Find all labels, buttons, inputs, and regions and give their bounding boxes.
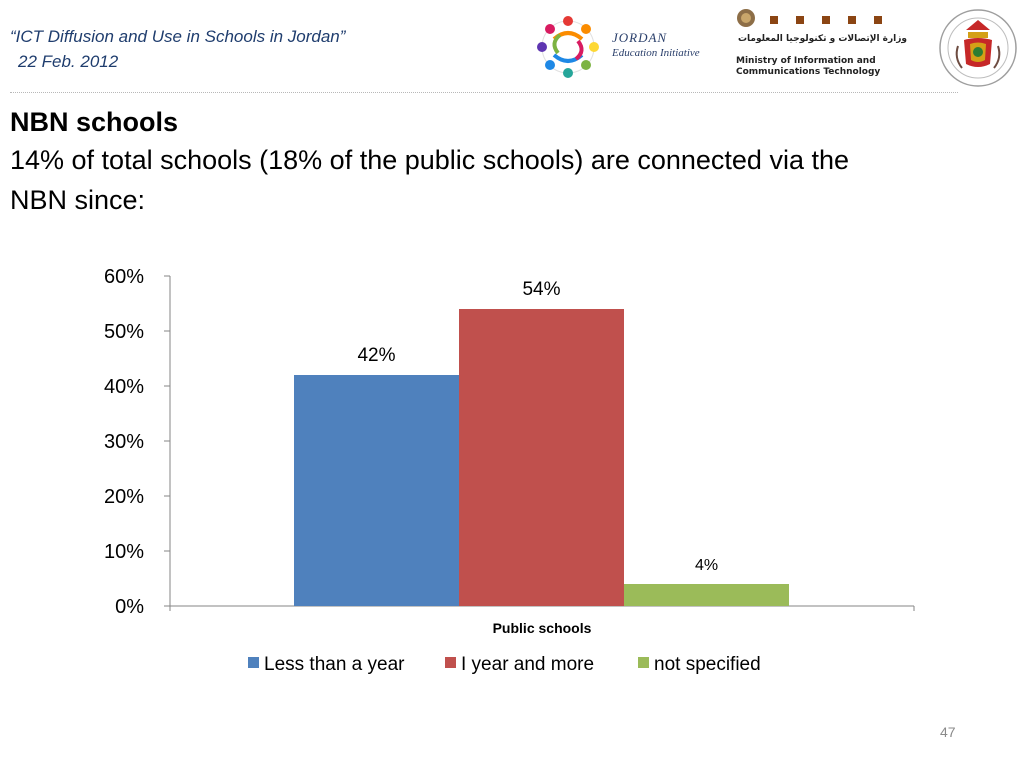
y-tick-label: 0% — [115, 596, 144, 618]
bar-not-specified — [624, 584, 789, 606]
legend-swatch — [638, 657, 649, 668]
slide-heading-block: NBN schools 14% of total schools (18% of… — [10, 104, 970, 220]
bar-less-than-a-year — [294, 375, 459, 606]
legend-swatch — [445, 657, 456, 668]
bar-i-year-and-more — [459, 309, 624, 606]
royal-seal-logo — [936, 6, 1020, 90]
presentation-title: “ICT Diffusion and Use in Schools in Jor… — [10, 24, 430, 74]
y-tick-label: 40% — [104, 376, 144, 398]
legend-label: I year and more — [461, 654, 594, 675]
y-tick-label: 10% — [104, 541, 144, 563]
y-tick-label: 30% — [104, 431, 144, 453]
jei-ring-icon — [537, 16, 599, 78]
legend-swatch — [248, 657, 259, 668]
jordan-education-initiative-logo: JORDAN Education Initiative — [528, 12, 718, 82]
ministry-logo: وزارة الإتصالات و تكنولوجيا المعلومات Mi… — [732, 8, 912, 82]
legend-label: Less than a year — [264, 654, 405, 675]
header-divider — [10, 92, 958, 93]
bar-chart: 0% 10% 20% 30% 40% 50% 60% 42% 54% 4% Public schoo… — [104, 266, 915, 675]
slide-heading: NBN schools — [10, 107, 179, 137]
data-label: 4% — [695, 557, 718, 574]
ministry-emblem-icon — [737, 9, 882, 27]
presentation-title-line1: “ICT Diffusion and Use in Schools in Jor… — [10, 27, 346, 46]
data-label: 54% — [522, 279, 560, 300]
y-tick-label: 50% — [104, 321, 144, 343]
jei-logo-word2: Education Initiative — [612, 47, 700, 59]
jei-logo-word1: JORDAN — [612, 30, 668, 45]
x-category-label: Public schools — [493, 620, 592, 636]
y-tick-label: 60% — [104, 266, 144, 288]
legend-label: not specified — [654, 654, 761, 675]
page-number: 47 — [940, 724, 956, 740]
y-tick-label: 20% — [104, 486, 144, 508]
data-label: 42% — [357, 345, 395, 366]
ministry-english-name: Ministry of Information and Communicatio… — [736, 56, 881, 77]
slide-subtitle: 14% of total schools (18% of the public … — [10, 145, 849, 215]
royal-crest-icon — [939, 9, 1017, 87]
ministry-arabic-name: وزارة الإتصالات و تكنولوجيا المعلومات — [738, 34, 908, 44]
presentation-date: 22 Feb. 2012 — [18, 52, 119, 71]
